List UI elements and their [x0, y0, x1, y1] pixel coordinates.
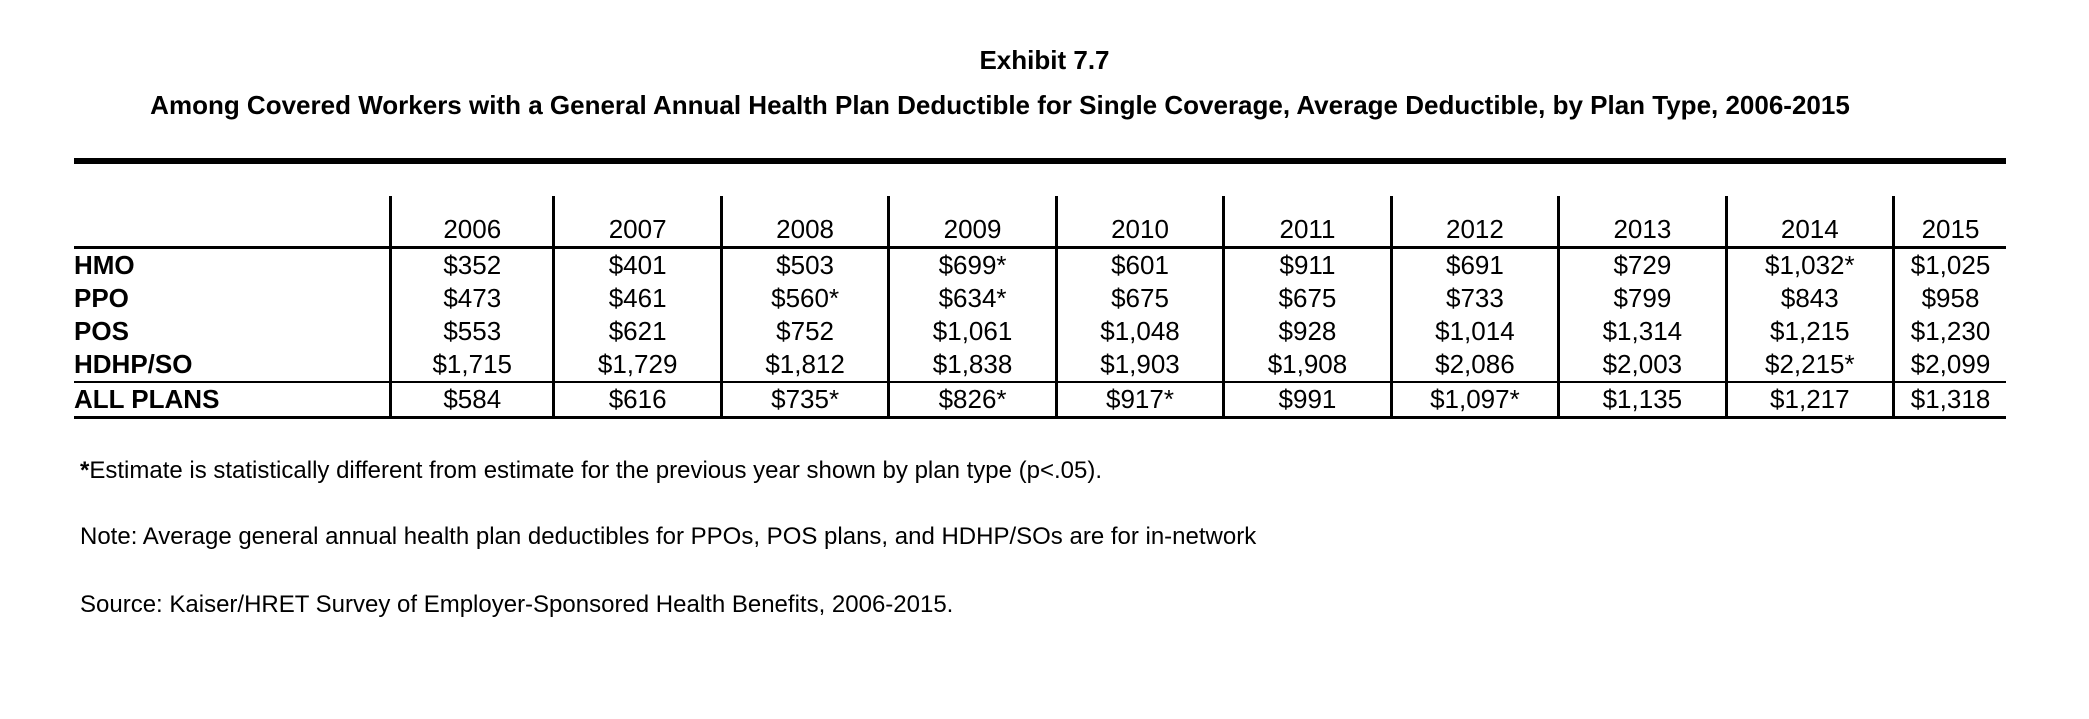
row-label: PPO [74, 283, 129, 313]
column-header-2007: 2007 [552, 196, 722, 249]
column-header-2009: 2009 [887, 196, 1057, 249]
asterisk-mark: * [80, 457, 90, 484]
cell-pos-2008: $752 [719, 315, 889, 348]
cell-hmo-2014: $1,032* [1724, 247, 1894, 282]
cell-hmo-2007: $401 [552, 247, 722, 282]
cell-all-plans-2014: $1,217 [1724, 381, 1894, 419]
cell-hmo-2010: $601 [1054, 247, 1224, 282]
cell-hdhp-so-2012: $2,086 [1389, 348, 1559, 382]
cell-hdhp-so-2011: $1,908 [1222, 348, 1392, 382]
cell-pos-2015: $1,230 [1892, 315, 2006, 348]
cell-all-plans-2010: $917* [1054, 381, 1224, 419]
column-header-2015: 2015 [1892, 196, 2006, 249]
cell-all-plans-2008: $735* [719, 381, 889, 419]
cell-pos-2013: $1,314 [1557, 315, 1727, 348]
column-header-2011: 2011 [1222, 196, 1392, 249]
cell-ppo-2013: $799 [1557, 282, 1727, 315]
table-row-all-plans: ALL PLANS $584 $616 $735* $826* $917* $991 $1,0… [74, 381, 2006, 419]
cell-hdhp-so-2006: $1,715 [389, 348, 554, 382]
cell-hmo-2008: $503 [719, 247, 889, 282]
cell-all-plans-2006: $584 [389, 381, 554, 419]
column-header-2013: 2013 [1557, 196, 1727, 249]
chart-title: Among Covered Workers with a General Ann… [150, 90, 1850, 120]
cell-pos-2012: $1,014 [1389, 315, 1559, 348]
cell-hdhp-so-2010: $1,903 [1054, 348, 1224, 382]
asterisk-footnote: *Estimate is statistically different fro… [80, 456, 1102, 486]
cell-hdhp-so-2008: $1,812 [719, 348, 889, 382]
table-body: HMO $352 $401 $503 $699* $601 $911 $691 $729 $1,0… [74, 247, 2006, 419]
title-divider [74, 158, 2006, 164]
network-note: Note: Average general annual health plan… [80, 523, 1257, 550]
cell-ppo-2012: $733 [1389, 282, 1559, 315]
cell-hdhp-so-2015: $2,099 [1892, 348, 2006, 382]
deductible-table: 2006 2007 2008 2009 2010 2011 2012 2013 2014 2015… [74, 196, 2006, 419]
cell-hmo-2012: $691 [1389, 247, 1559, 282]
column-header-2006: 2006 [389, 196, 554, 249]
row-label: ALL PLANS [74, 381, 391, 419]
cell-pos-2007: $621 [552, 315, 722, 348]
cell-pos-2009: $1,061 [887, 315, 1057, 348]
cell-hmo-2011: $911 [1222, 247, 1392, 282]
row-label-header [74, 196, 391, 249]
cell-ppo-2014: $843 [1724, 282, 1894, 315]
column-header-2014: 2014 [1724, 196, 1894, 249]
row-label: HDHP/SO [74, 349, 193, 379]
cell-hmo-2015: $1,025 [1892, 247, 2006, 282]
cell-all-plans-2009: $826* [887, 381, 1057, 419]
asterisk-footnote-text: Estimate is statistically different from… [89, 457, 1103, 484]
header-row: 2006 2007 2008 2009 2010 2011 2012 2013 2014 2015 [74, 196, 2006, 249]
cell-all-plans-2012: $1,097* [1389, 381, 1559, 419]
cell-pos-2006: $553 [389, 315, 554, 348]
cell-ppo-2011: $675 [1222, 282, 1392, 315]
cell-ppo-2007: $461 [552, 282, 722, 315]
table-row-pos: POS $553 $621 $752 $1,061 $1,048 $928 $1,014 $1,… [74, 315, 2006, 348]
cell-ppo-2009: $634* [887, 282, 1057, 315]
cell-all-plans-2007: $616 [552, 381, 722, 419]
cell-all-plans-2011: $991 [1222, 381, 1392, 419]
cell-hdhp-so-2009: $1,838 [887, 348, 1057, 382]
exhibit-label: Exhibit 7.7 [979, 45, 1110, 75]
cell-pos-2010: $1,048 [1054, 315, 1224, 348]
cell-ppo-2010: $675 [1054, 282, 1224, 315]
cell-ppo-2006: $473 [389, 282, 554, 315]
table-row-ppo: PPO $473 $461 $560* $634* $675 $675 $733 $799 $84… [74, 282, 2006, 315]
cell-pos-2014: $1,215 [1724, 315, 1894, 348]
cell-ppo-2008: $560* [719, 282, 889, 315]
cell-hdhp-so-2013: $2,003 [1557, 348, 1727, 382]
cell-hmo-2006: $352 [389, 247, 554, 282]
cell-hmo-2009: $699* [887, 247, 1057, 282]
column-header-2008: 2008 [719, 196, 889, 249]
row-label: POS [74, 316, 129, 346]
table-row-hmo: HMO $352 $401 $503 $699* $601 $911 $691 $729 $1,0… [74, 247, 2006, 282]
cell-hmo-2013: $729 [1557, 247, 1727, 282]
column-header-2012: 2012 [1389, 196, 1559, 249]
cell-hdhp-so-2007: $1,729 [552, 348, 722, 382]
table-row-hdhp-so: HDHP/SO $1,715 $1,729 $1,812 $1,838 $1,903 $1,… [74, 348, 2006, 382]
cell-all-plans-2015: $1,318 [1892, 381, 2006, 419]
cell-ppo-2015: $958 [1892, 282, 2006, 315]
column-header-2010: 2010 [1054, 196, 1224, 249]
cell-pos-2011: $928 [1222, 315, 1392, 348]
row-label: HMO [74, 250, 135, 280]
cell-all-plans-2013: $1,135 [1557, 381, 1727, 419]
source-note: Source: Kaiser/HRET Survey of Employer-S… [80, 591, 954, 618]
cell-hdhp-so-2014: $2,215* [1724, 348, 1894, 382]
